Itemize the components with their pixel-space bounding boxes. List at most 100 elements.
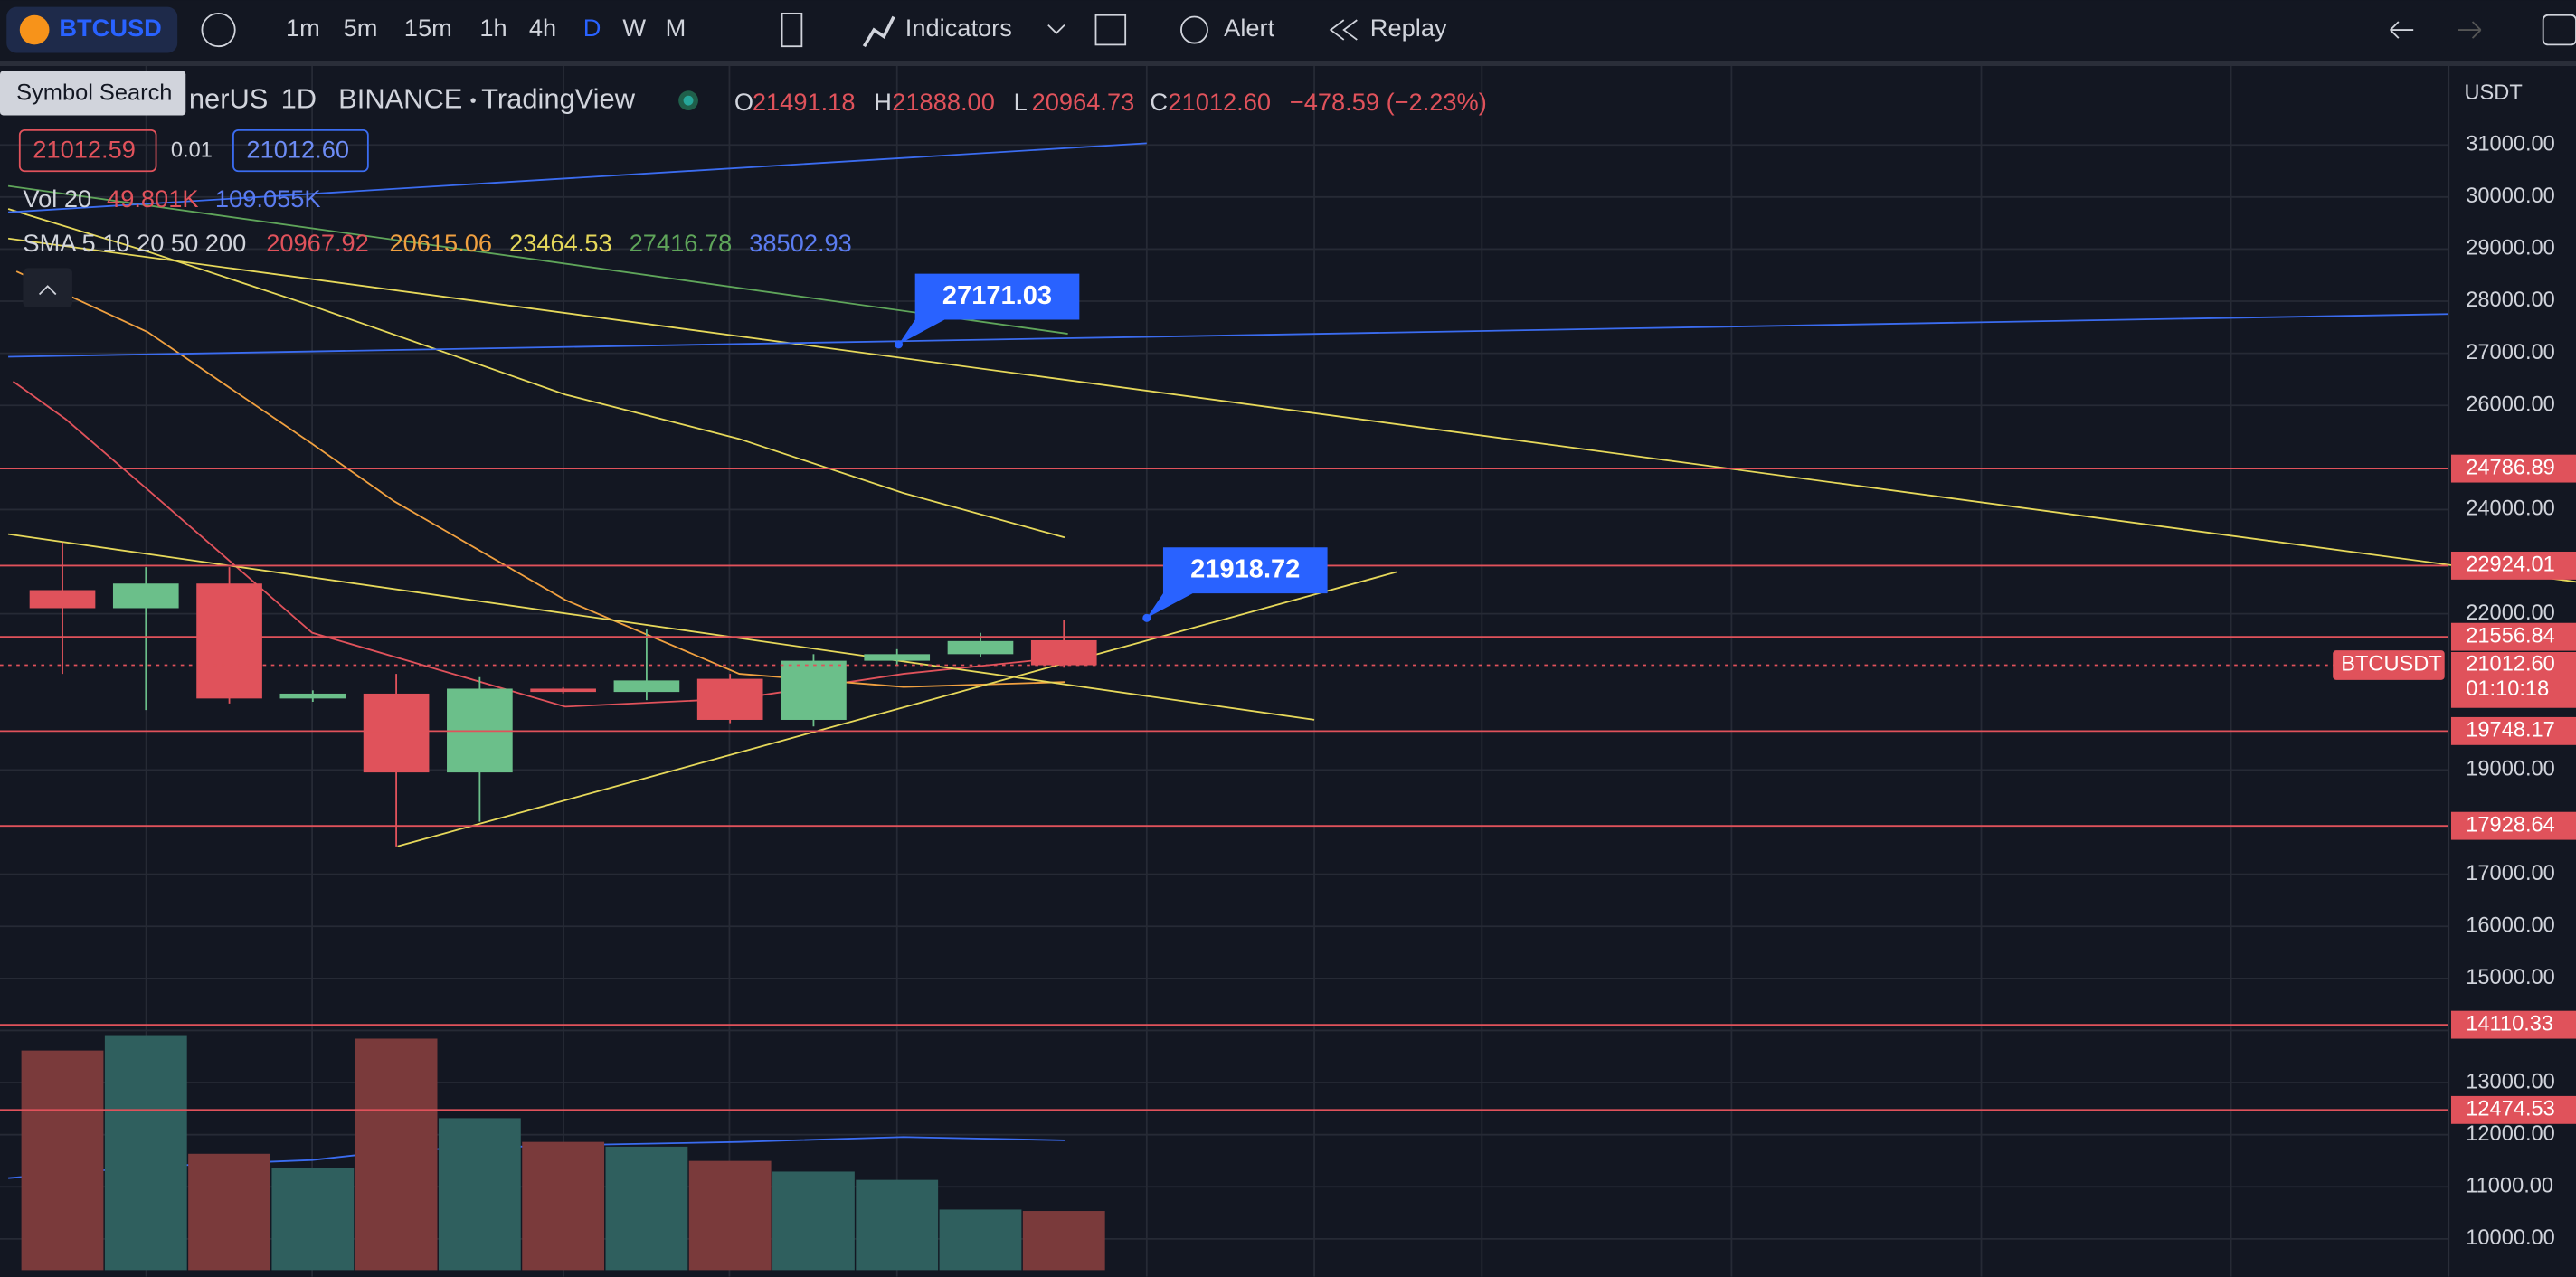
callout	[898, 273, 1080, 345]
tooltip-text: Symbol Search	[16, 80, 172, 106]
legend-symbol: nerUS	[189, 82, 268, 114]
sma-value: 27416.78	[630, 229, 733, 257]
alert-button[interactable]: Alert	[1224, 14, 1274, 42]
y-tick-label: 24000.00	[2466, 497, 2554, 521]
volume-bar	[688, 1160, 772, 1271]
candle-body	[781, 660, 847, 720]
legend-exchange: BINANCE	[338, 82, 462, 114]
volume-bar	[438, 1118, 521, 1271]
y-tick-label: 17000.00	[2466, 862, 2554, 885]
trend-line	[8, 142, 1147, 213]
trend-line	[7, 237, 2576, 583]
countdown: 01:10:18	[2466, 677, 2549, 701]
volume-value: 49.801K	[107, 184, 198, 213]
toolbar	[0, 0, 2576, 63]
indicators-button[interactable]: Indicators	[905, 14, 1012, 42]
price-tag	[2450, 716, 2576, 745]
callout-label: 21918.72	[1190, 554, 1300, 583]
undo[interactable]	[2390, 21, 2414, 39]
bid[interactable]: 21012.59	[33, 136, 136, 164]
interval-button[interactable]: 5m	[344, 14, 378, 42]
volume-bar	[355, 1038, 438, 1271]
y-tick-label: 15000.00	[2466, 966, 2554, 989]
chart-type[interactable]	[781, 12, 803, 48]
replay-icon	[1329, 19, 1358, 41]
price-tag	[2450, 622, 2576, 651]
y-tick-label: 27000.00	[2466, 341, 2554, 364]
sell-box[interactable]	[18, 128, 157, 173]
interval-button[interactable]: M	[666, 14, 687, 42]
symbol-tag-label: BTCUSDT	[2341, 653, 2442, 676]
interval-button[interactable]: 4h	[529, 14, 556, 42]
alert-icon	[1180, 15, 1208, 44]
legend-source: TradingView	[481, 82, 636, 114]
ohlc-value: 21491.18	[753, 88, 856, 116]
volume-bar	[939, 1209, 1022, 1271]
collapse-button[interactable]	[23, 268, 72, 308]
candle-body	[530, 688, 596, 693]
interval-button[interactable]: D	[583, 14, 601, 42]
symbol-button[interactable]	[6, 6, 178, 53]
volume-bar	[188, 1153, 270, 1271]
last-price-tag	[2450, 651, 2576, 708]
redo[interactable]	[2458, 21, 2482, 39]
fullscreen[interactable]	[2542, 14, 2576, 46]
price-tag	[2450, 1010, 2576, 1039]
symbol-tag	[2333, 650, 2445, 680]
y-tick-label: 10000.00	[2466, 1226, 2554, 1250]
currency[interactable]: USDT	[2464, 81, 2522, 105]
sma-value: 20615.06	[389, 229, 492, 257]
ask[interactable]: 21012.60	[246, 136, 349, 164]
ohlc-key: L	[1014, 88, 1028, 116]
price-tag-label: 21556.84	[2466, 624, 2554, 648]
interval-button[interactable]: W	[622, 14, 646, 42]
sma-line	[13, 381, 1065, 708]
y-tick-label: 13000.00	[2466, 1070, 2554, 1093]
volume-bar	[104, 1035, 187, 1271]
tooltip	[0, 71, 186, 116]
symbol[interactable]: BTCUSD	[59, 14, 161, 42]
last-price-label: 21012.60	[2466, 653, 2554, 676]
y-tick-label: 19000.00	[2466, 758, 2554, 781]
spread: 0.01	[171, 139, 213, 163]
volume-bar	[522, 1141, 605, 1271]
price-tag-label: 24786.89	[2466, 456, 2554, 479]
candle-body	[613, 680, 680, 693]
y-tick-label: 12000.00	[2466, 1122, 2554, 1146]
ohlc-key: O	[734, 88, 753, 116]
interval-button[interactable]: 1h	[479, 14, 507, 42]
sma-line	[7, 208, 1065, 539]
replay-button[interactable]: Replay	[1370, 14, 1447, 42]
price-tag	[2450, 1095, 2576, 1124]
price-tag-label: 19748.17	[2466, 719, 2554, 743]
candle-body	[112, 583, 179, 609]
sma-line	[15, 270, 1065, 688]
ohlc-value: 21012.60	[1168, 88, 1271, 116]
callout	[1146, 547, 1328, 619]
indicators-icon	[862, 15, 895, 48]
interval-button[interactable]: 15m	[404, 14, 452, 42]
buy-box[interactable]	[232, 128, 369, 173]
candle-body	[279, 693, 346, 699]
price-tag-label: 17928.64	[2466, 813, 2554, 837]
volume-bar	[605, 1146, 688, 1271]
dropdown[interactable]	[1047, 24, 1065, 34]
y-tick-label: 16000.00	[2466, 913, 2554, 937]
layouts[interactable]	[1094, 14, 1127, 46]
add-symbol[interactable]	[201, 12, 236, 48]
price-tag	[2450, 551, 2576, 580]
y-tick-label: 29000.00	[2466, 237, 2554, 260]
ohlc-value: 21888.00	[892, 88, 995, 116]
candle-body	[363, 693, 430, 773]
sma-value: 23464.53	[509, 229, 612, 257]
interval-button[interactable]: 1m	[286, 14, 320, 42]
volume-label: Vol 20	[23, 184, 91, 213]
volume-bar	[856, 1179, 939, 1271]
trend-line	[397, 571, 1397, 847]
price-tag-label: 14110.33	[2466, 1012, 2553, 1036]
y-tick-label: 31000.00	[2466, 132, 2554, 156]
candle-body	[864, 654, 931, 661]
y-tick-label: 30000.00	[2466, 184, 2554, 208]
legend-change: −478.59 (−2.23%)	[1290, 88, 1487, 116]
